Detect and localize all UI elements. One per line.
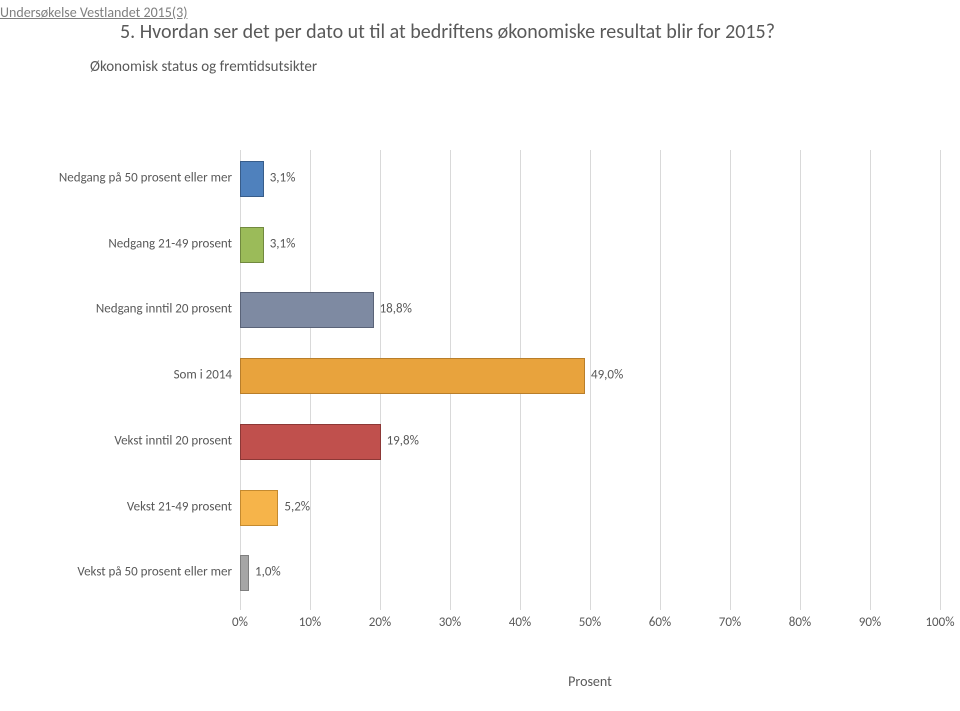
bar <box>240 292 374 328</box>
x-tick: 10% <box>299 615 321 630</box>
value-label: 3,1% <box>270 171 296 186</box>
value-label: 3,1% <box>270 236 296 251</box>
value-label: 19,8% <box>387 433 419 448</box>
category-label: Nedgang inntil 20 prosent <box>0 302 232 317</box>
x-tick: 50% <box>579 615 601 630</box>
bar <box>240 161 264 197</box>
bar <box>240 358 585 394</box>
value-label: 18,8% <box>380 302 412 317</box>
bar-row: Som i 2014 49,0% <box>0 355 960 395</box>
bar-row: Vekst 21-49 prosent 5,2% <box>0 487 960 527</box>
bar <box>240 555 249 591</box>
x-tick: 70% <box>719 615 741 630</box>
chart-title: 5. Hvordan ser det per dato ut til at be… <box>120 20 775 44</box>
bar-chart: 0% 10% 20% 30% 40% 50% 60% 70% 80% 90% 100% Nedgan… <box>0 150 960 690</box>
x-tick: 90% <box>859 615 881 630</box>
x-tick: 30% <box>439 615 461 630</box>
bar <box>240 490 278 526</box>
value-label: 5,2% <box>284 499 310 514</box>
bar-row: Vekst inntil 20 prosent 19,8% <box>0 421 960 461</box>
bar-row: Nedgang inntil 20 prosent 18,8% <box>0 289 960 329</box>
category-label: Vekst 21-49 prosent <box>0 499 232 514</box>
category-label: Som i 2014 <box>0 368 232 383</box>
bar-row: Nedgang 21-49 prosent 3,1% <box>0 224 960 264</box>
bar <box>240 227 264 263</box>
bar-row: Vekst på 50 prosent eller mer 1,0% <box>0 552 960 592</box>
x-axis-label: Prosent <box>568 673 612 690</box>
x-tick: 20% <box>369 615 391 630</box>
category-label: Vekst på 50 prosent eller mer <box>0 565 232 580</box>
value-label: 1,0% <box>255 565 281 580</box>
x-tick: 80% <box>789 615 811 630</box>
page-header: Undersøkelse Vestlandet 2015(3) <box>0 4 187 21</box>
bar <box>240 424 381 460</box>
x-tick: 100% <box>925 615 954 630</box>
x-tick: 60% <box>649 615 671 630</box>
category-label: Nedgang 21-49 prosent <box>0 236 232 251</box>
value-label: 49,0% <box>591 368 623 383</box>
category-label: Nedgang på 50 prosent eller mer <box>0 171 232 186</box>
bar-row: Nedgang på 50 prosent eller mer 3,1% <box>0 158 960 198</box>
x-tick: 40% <box>509 615 531 630</box>
category-label: Vekst inntil 20 prosent <box>0 433 232 448</box>
x-tick: 0% <box>232 615 248 630</box>
chart-subtitle: Økonomisk status og fremtidsutsikter <box>90 58 317 76</box>
